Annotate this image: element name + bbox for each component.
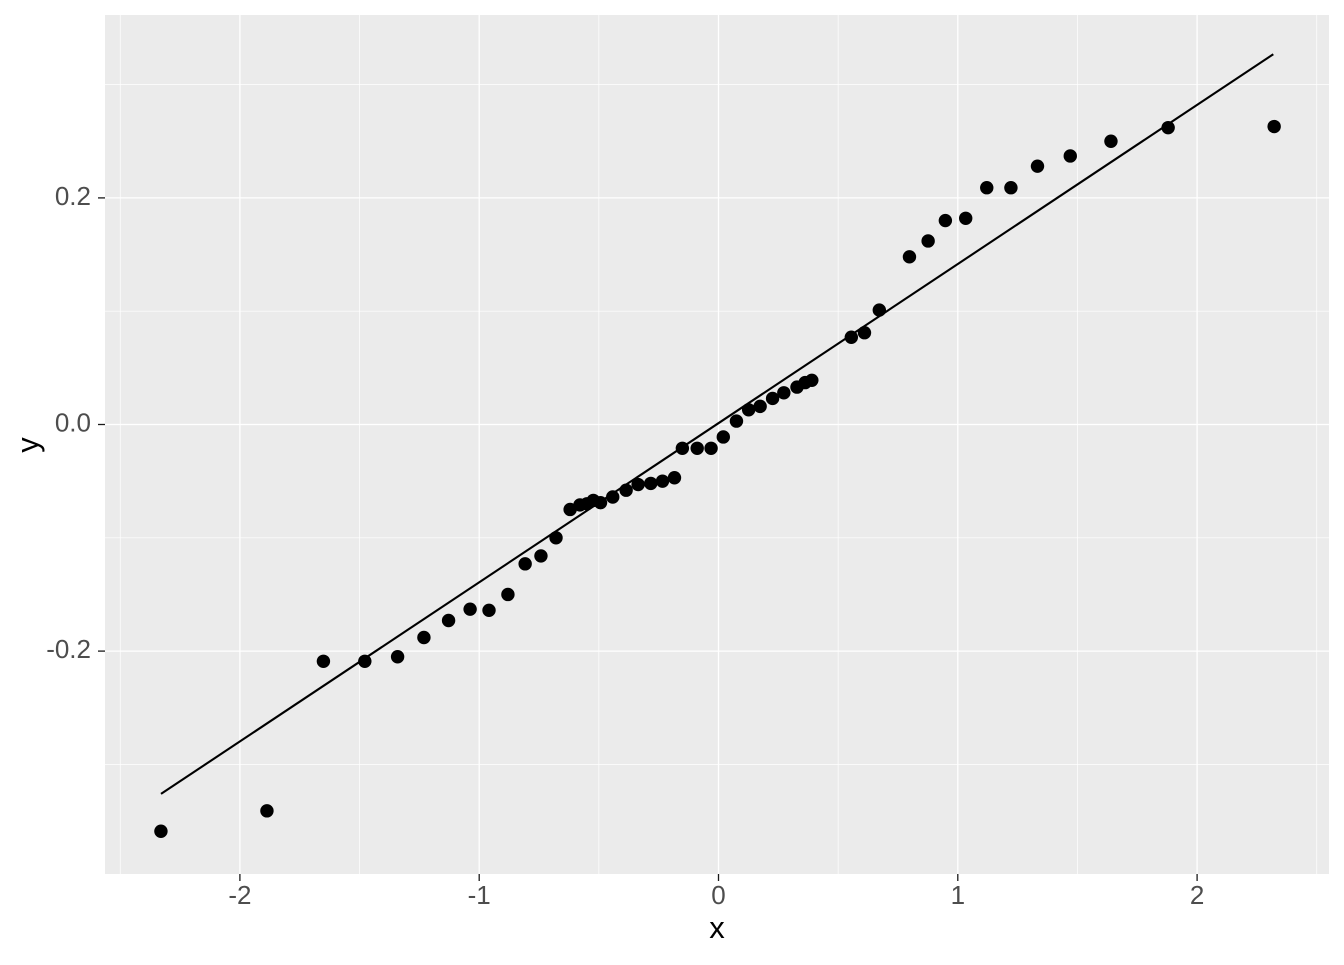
svg-text:x: x [709, 910, 725, 945]
svg-text:1: 1 [951, 880, 965, 910]
svg-text:0.0: 0.0 [55, 408, 91, 438]
svg-text:0: 0 [711, 880, 725, 910]
svg-text:0.2: 0.2 [55, 181, 91, 211]
svg-text:y: y [10, 437, 45, 453]
svg-text:-1: -1 [468, 880, 491, 910]
svg-text:-0.2: -0.2 [46, 634, 91, 664]
svg-text:-2: -2 [228, 880, 251, 910]
svg-text:2: 2 [1190, 880, 1204, 910]
